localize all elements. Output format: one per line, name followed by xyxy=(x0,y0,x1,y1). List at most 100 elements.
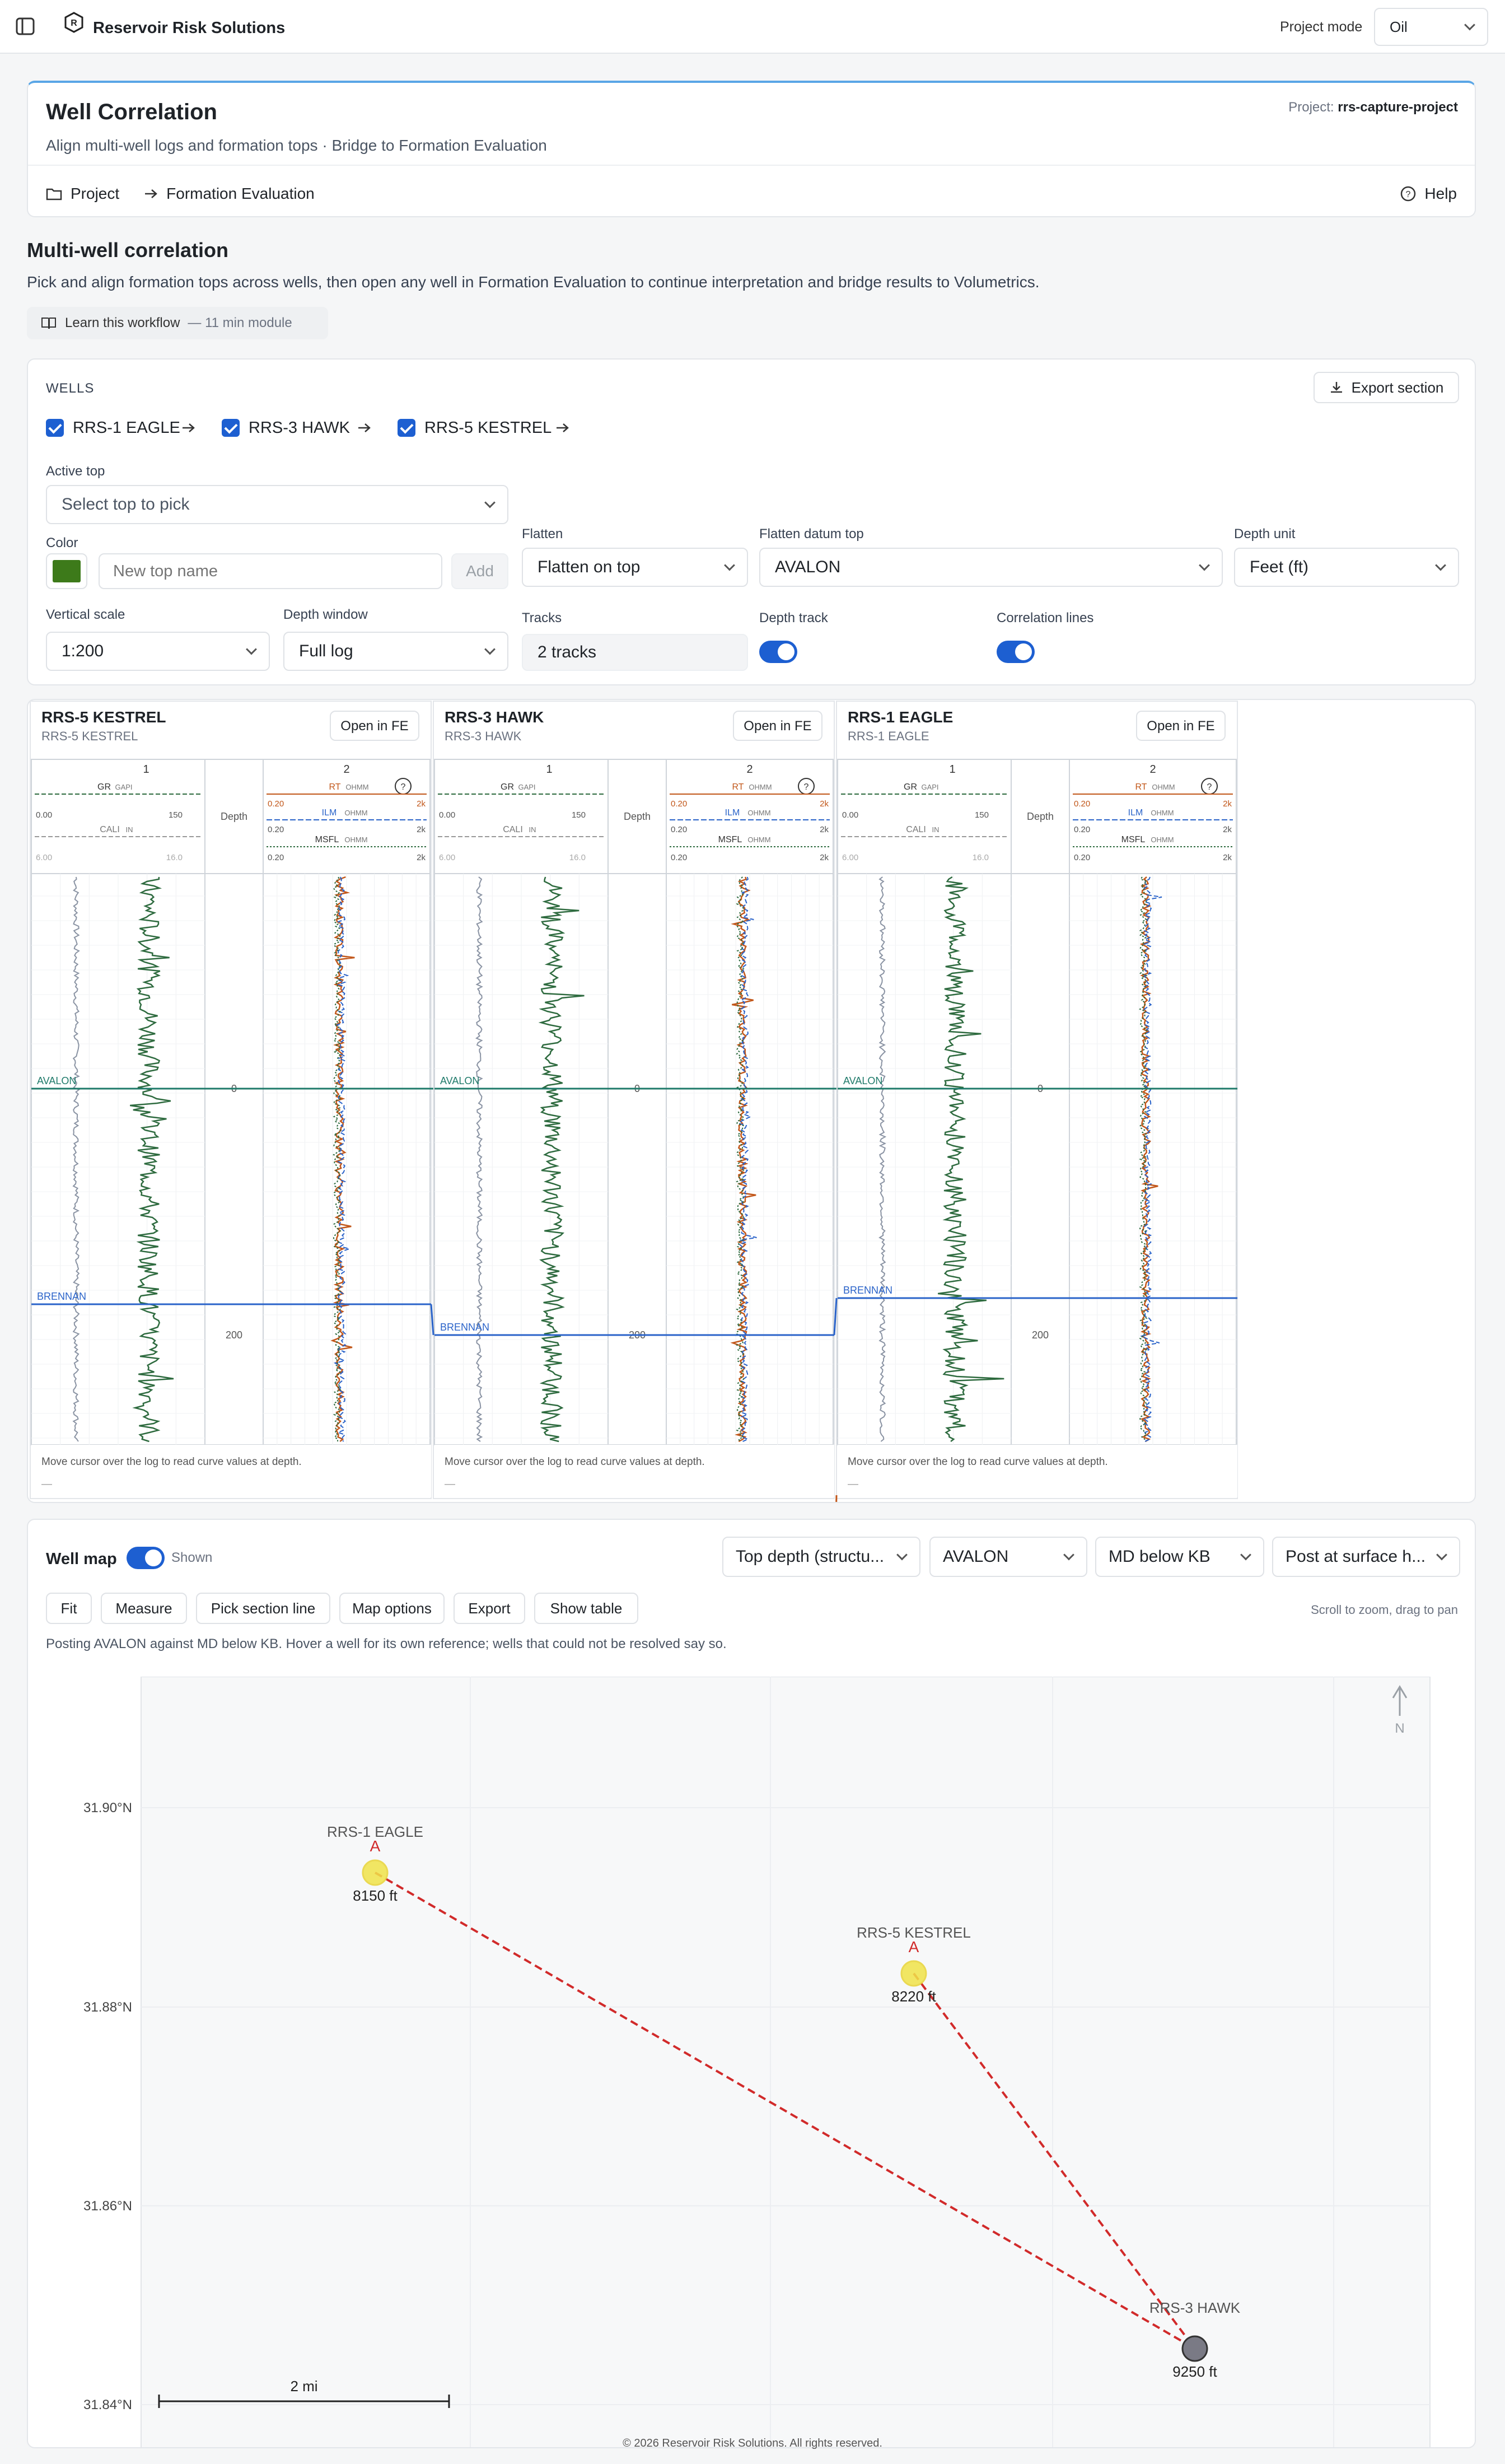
brand-logo-icon: R xyxy=(64,12,83,33)
well-map-canvas[interactable]: 31.90°N 31.88°N 31.86°N 31.84°N N 2 mi RRS-1 E… xyxy=(28,1677,1476,2448)
map-posting-select[interactable]: Post at surface h... xyxy=(1272,1537,1460,1577)
msfl-name: MSFL xyxy=(1121,835,1146,844)
well-panel-subtitle: RRS-3 HAWK xyxy=(445,729,522,743)
well-checkbox-hawk[interactable] xyxy=(222,419,240,437)
msfl-curve xyxy=(1139,876,1148,1442)
color-swatch-button[interactable] xyxy=(46,553,87,589)
hover-hint: Move cursor over the log to read curve v… xyxy=(41,1456,302,1468)
flatten-select[interactable]: Flatten on top xyxy=(522,548,748,587)
cali-min: 6.00 xyxy=(36,853,52,862)
gr-max: 150 xyxy=(975,810,989,820)
section-line[interactable] xyxy=(913,1972,1196,2350)
well-map-card: Well map Shown Top depth (structu... AVA… xyxy=(27,1519,1476,2448)
project-mode-select[interactable]: Oil xyxy=(1374,8,1488,46)
add-top-button[interactable]: Add xyxy=(451,553,508,589)
map-export-button[interactable]: Export xyxy=(454,1593,525,1624)
help-link[interactable]: ? Help xyxy=(1400,184,1457,204)
well-panel-title: RRS-1 EAGLE xyxy=(848,708,953,726)
well-checkbox-eagle[interactable] xyxy=(46,419,64,437)
map-top-select[interactable]: AVALON xyxy=(929,1537,1087,1577)
map-attribute-select[interactable]: Top depth (structu... xyxy=(722,1537,920,1577)
depth-track-body xyxy=(1011,873,1070,1445)
ilm-max: 2k xyxy=(417,825,426,834)
msfl-curve xyxy=(332,876,342,1442)
page-subtitle: Align multi-well logs and formation tops… xyxy=(46,137,547,154)
well-panel-title: RRS-3 HAWK xyxy=(445,708,544,726)
ilm-max: 2k xyxy=(820,825,829,834)
map-measure-button[interactable]: Measure xyxy=(101,1593,187,1624)
section-line[interactable] xyxy=(374,1872,1196,2350)
track1-number: 1 xyxy=(546,763,552,776)
cali-min: 6.00 xyxy=(842,853,858,862)
rt-max: 2k xyxy=(417,799,426,809)
depth-unit-select[interactable]: Feet (ft) xyxy=(1234,548,1459,587)
well-panel: RRS-5 KESTREL RRS-5 KESTREL Open in FE 1 2 De… xyxy=(30,701,432,1499)
correlation-lines-toggle[interactable] xyxy=(997,641,1035,663)
gr-min: 0.00 xyxy=(439,810,455,820)
rt-curve xyxy=(1139,876,1158,1443)
formation-top-label: AVALON xyxy=(843,1075,882,1086)
track1-header xyxy=(837,759,1012,874)
learn-workflow-button[interactable]: Learn this workflow — 11 min module xyxy=(27,307,328,339)
gr-name: GR xyxy=(501,782,514,792)
rt-unit: OHMM xyxy=(749,783,772,791)
breadcrumb-formation-evaluation[interactable]: Formation Evaluation xyxy=(166,185,315,202)
arrow-right-icon[interactable] xyxy=(357,422,372,433)
correlation-line xyxy=(430,1304,434,1336)
latitude-tick-label: 31.84°N xyxy=(83,2397,132,2412)
map-fit-button[interactable]: Fit xyxy=(46,1593,92,1624)
chevron-down-icon xyxy=(484,643,496,655)
formation-top-label: AVALON xyxy=(37,1075,76,1086)
open-in-fe-button[interactable] xyxy=(330,711,419,741)
sidebar-toggle-icon[interactable] xyxy=(16,17,35,36)
section-marker-label: A xyxy=(370,1837,381,1855)
gr-unit: GAPI xyxy=(518,783,535,791)
well-map-shown-toggle[interactable] xyxy=(127,1547,165,1569)
depth-track-toggle[interactable] xyxy=(759,641,797,663)
well-map-value: 8220 ft xyxy=(891,1988,936,2005)
hover-readout xyxy=(31,1445,431,1497)
well-map-name: RRS-3 HAWK xyxy=(1149,2299,1241,2316)
tracks-label: Tracks xyxy=(522,610,562,626)
arrow-right-icon[interactable] xyxy=(181,422,196,433)
project-mode-label: Project mode xyxy=(1280,19,1363,35)
cali-curve xyxy=(475,876,483,1442)
flatten-label: Flatten xyxy=(522,526,563,542)
export-section-button[interactable]: Export section xyxy=(1314,372,1459,403)
msfl-curve xyxy=(735,876,745,1442)
vertical-scale-select[interactable]: 1:200 xyxy=(46,632,270,671)
pick-section-line-button[interactable]: Pick section line xyxy=(196,1593,330,1624)
open-in-fe-button[interactable] xyxy=(1136,711,1226,741)
well-map-name: RRS-1 EAGLE xyxy=(327,1823,423,1840)
well-checkbox-kestrel[interactable] xyxy=(398,419,415,437)
cali-curve xyxy=(72,876,80,1442)
correlation-line xyxy=(833,1298,838,1336)
show-table-button[interactable]: Show table xyxy=(534,1593,638,1624)
breadcrumb-project[interactable]: Project xyxy=(71,185,120,202)
well-marker[interactable] xyxy=(362,1859,389,1886)
open-in-fe-label: Open in FE xyxy=(744,718,811,734)
north-arrow-icon xyxy=(1392,1685,1408,1716)
correlation-canvas[interactable]: RRS-5 KESTREL RRS-5 KESTREL Open in FE 1 2 De… xyxy=(28,700,1476,1503)
well-checkbox-label: RRS-5 KESTREL xyxy=(424,419,552,437)
open-in-fe-button[interactable] xyxy=(733,711,822,741)
depth-tick-label: 200 xyxy=(226,1329,242,1341)
well-marker[interactable] xyxy=(900,1960,927,1987)
formation-top-label: BRENNAN xyxy=(440,1322,489,1333)
well-panel-title: RRS-5 KESTREL xyxy=(41,708,166,726)
msfl-max: 2k xyxy=(1223,853,1232,862)
gr-curve xyxy=(938,876,1004,1442)
chevron-down-icon xyxy=(1240,1549,1251,1561)
new-top-name-input[interactable] xyxy=(99,553,442,589)
active-top-select[interactable]: Select top to pick xyxy=(46,485,508,524)
ilm-unit: OHMM xyxy=(344,809,367,817)
msfl-name: MSFL xyxy=(718,835,742,844)
msfl-min: 0.20 xyxy=(671,853,687,862)
well-marker[interactable] xyxy=(1181,2335,1208,2362)
depth-window-select[interactable]: Full log xyxy=(283,632,508,671)
arrow-right-icon[interactable] xyxy=(555,422,570,433)
map-reference-select[interactable]: MD below KB xyxy=(1095,1537,1264,1577)
msfl-min: 0.20 xyxy=(1074,853,1090,862)
map-options-button[interactable]: Map options xyxy=(339,1593,445,1624)
flatten-datum-select[interactable]: AVALON xyxy=(759,548,1223,587)
